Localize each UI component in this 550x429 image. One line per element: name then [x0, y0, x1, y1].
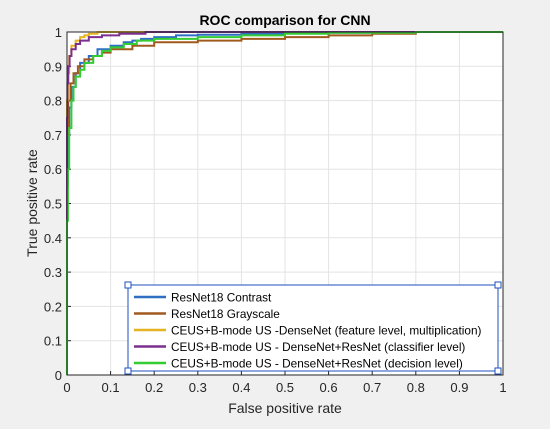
x-tick-label: 0.3: [189, 380, 207, 395]
y-tick-label: 0.5: [44, 197, 62, 212]
x-tick-label: 0.9: [450, 380, 468, 395]
x-tick-label: 0.2: [145, 380, 163, 395]
series-lines: [66, 31, 503, 375]
axes-box: [66, 31, 504, 376]
x-tick-label: 0.6: [320, 380, 338, 395]
series-line-5: [66, 31, 503, 375]
x-tick-label: 0.7: [363, 380, 381, 395]
y-tick-label: 0.7: [44, 128, 62, 143]
y-tick-label: 0.2: [44, 299, 62, 314]
chart-title: ROC comparison for CNN: [199, 12, 370, 28]
y-tick-label: 0: [55, 368, 62, 383]
legend-resize-handle[interactable]: [494, 281, 502, 289]
x-tick-label: 0.8: [407, 380, 425, 395]
legend[interactable]: ResNet18 Contrast ResNet18 Grayscale CEUS+…: [124, 281, 502, 375]
x-tick-label: 0.1: [102, 380, 120, 395]
y-tick-label: 0.4: [44, 231, 62, 246]
legend-resize-handle[interactable]: [494, 367, 502, 375]
x-tick-label: 1: [499, 380, 506, 395]
y-tick-labels: 0 0.1 0.2 0.3 0.4 0.5 0.6 0.7 0.8 0.9 1: [44, 25, 62, 383]
y-tick-label: 0.3: [44, 265, 62, 280]
y-tick-label: 0.9: [44, 59, 62, 74]
x-tick-labels: 0 0.1 0.2 0.3 0.4 0.5 0.6 0.7 0.8 0.9 1: [63, 380, 506, 395]
x-tick-label: 0.5: [276, 380, 294, 395]
legend-resize-handle[interactable]: [124, 281, 132, 289]
legend-entry-label: CEUS+B-mode US - DenseNet+ResNet (decisi…: [171, 357, 463, 371]
x-axis-label: False positive rate: [228, 400, 342, 416]
y-tick-label: 1: [55, 25, 62, 40]
y-tick-label: 0.1: [44, 334, 62, 349]
legend-resize-handle[interactable]: [124, 367, 132, 375]
legend-entry-label: ResNet18 Grayscale: [171, 307, 280, 321]
x-tick-label: 0: [63, 380, 70, 395]
y-axis-label: True positive rate: [24, 149, 40, 257]
legend-box: [127, 284, 499, 372]
legend-entry-label: CEUS+B-mode US - DenseNet+ResNet (classi…: [171, 340, 465, 354]
y-tick-label: 0.6: [44, 162, 62, 177]
x-tick-label: 0.4: [232, 380, 250, 395]
legend-entry-label: CEUS+B-mode US -DenseNet (feature level,…: [171, 324, 482, 338]
y-tick-label: 0.8: [44, 94, 62, 109]
legend-entry-label: ResNet18 Contrast: [171, 291, 272, 305]
